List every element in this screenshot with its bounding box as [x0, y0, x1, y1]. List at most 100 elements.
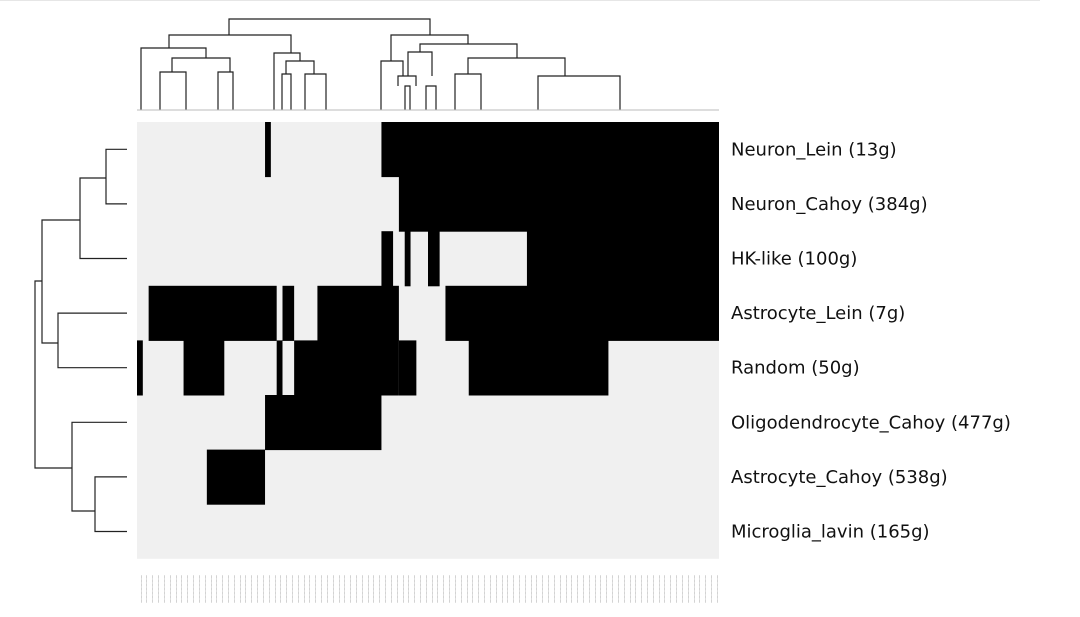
column-tick-label: ———————	[535, 575, 540, 603]
heatmap-cell-r4-3	[294, 340, 399, 396]
column-tick-label: ———————	[698, 575, 703, 603]
column-tick-label: ———————	[587, 575, 592, 603]
column-dendrogram-link	[537, 75, 621, 110]
column-tick-label: ———————	[430, 575, 435, 603]
heatmap-cells	[137, 122, 719, 559]
column-tick-label: ———————	[185, 575, 190, 603]
row-dendrogram-link	[79, 177, 127, 260]
column-tick-label: ———————	[715, 575, 720, 603]
column-tick-label: ———————	[517, 575, 522, 603]
column-tick-label: ———————	[180, 575, 185, 603]
column-dendrogram-link	[467, 57, 566, 76]
column-tick-label: ———————	[447, 575, 452, 603]
column-tick-label: ———————	[657, 575, 662, 603]
heatmap-cell-r2-0	[381, 231, 394, 287]
row-dendrogram-link	[41, 219, 80, 344]
column-tick-label: ———————	[488, 575, 493, 603]
column-tick-label: ———————	[383, 575, 388, 603]
heatmap-cell-r5-0	[265, 395, 382, 451]
heatmap-cell-r4-4	[398, 340, 417, 396]
column-tick-label: ———————	[599, 575, 604, 603]
column-tick-label: ———————	[622, 575, 627, 603]
column-tick-label: ———————	[331, 575, 336, 603]
column-dendrogram-link	[380, 60, 404, 110]
heatmap-cell-r3-2	[317, 285, 399, 341]
column-tick-label: ———————	[325, 575, 330, 603]
column-tick-label: ———————	[476, 575, 481, 603]
row-labels: Neuron_Lein (13g) Neuron_Cahoy (384g) HK-l…	[731, 139, 1011, 542]
column-tick-label: ———————	[593, 575, 598, 603]
column-dendrogram-link	[397, 75, 417, 86]
column-tick-label: ———————	[366, 575, 371, 603]
column-tick-label: ———————	[645, 575, 650, 603]
column-tick-label: ———————	[564, 575, 569, 603]
column-dendrogram-link	[425, 85, 437, 110]
heatmap-cell-r3-3	[445, 285, 719, 341]
column-tick-label: ———————	[354, 575, 359, 603]
heatmap-cell-r3-1	[282, 285, 295, 341]
column-tick-label: ———————	[558, 575, 563, 603]
column-tick-label: ———————	[273, 575, 278, 603]
column-tick-label: ———————	[156, 575, 161, 603]
column-tick-label: ———————	[436, 575, 441, 603]
column-dendrogram-link	[304, 73, 327, 110]
heatmap-cell-r0-0	[265, 122, 271, 178]
column-tick-label: ———————	[314, 575, 319, 603]
column-tick-label: ———————	[238, 575, 243, 603]
column-tick-label: ———————	[616, 575, 621, 603]
column-labels: ——————— ——————— ——————— ——————— ——————— —————…	[139, 575, 720, 603]
column-tick-label: ———————	[453, 575, 458, 603]
top-rule	[0, 0, 1040, 1]
heatmap-cell-r3-0	[148, 285, 277, 341]
column-tick-label: ———————	[506, 575, 511, 603]
row-label: Oligodendrocyte_Cahoy (477g)	[731, 412, 1011, 433]
heatmap-cell-r1-0	[398, 176, 719, 232]
column-tick-label: ———————	[232, 575, 237, 603]
column-tick-label: ———————	[407, 575, 412, 603]
heatmap-cell-r2-3	[526, 231, 719, 287]
row-label: Microglia_lavin (165g)	[731, 522, 930, 543]
column-tick-label: ———————	[372, 575, 377, 603]
column-tick-label: ———————	[395, 575, 400, 603]
column-tick-label: ———————	[709, 575, 714, 603]
column-tick-label: ———————	[459, 575, 464, 603]
column-dendrogram-link	[217, 71, 234, 110]
column-tick-label: ———————	[389, 575, 394, 603]
column-tick-label: ———————	[540, 575, 545, 603]
column-tick-label: ———————	[197, 575, 202, 603]
column-tick-label: ———————	[412, 575, 417, 603]
column-tick-label: ———————	[360, 575, 365, 603]
column-tick-label: ———————	[296, 575, 301, 603]
column-tick-label: ———————	[482, 575, 487, 603]
column-tick-label: ———————	[151, 575, 156, 603]
column-tick-label: ———————	[226, 575, 231, 603]
column-tick-label: ———————	[348, 575, 353, 603]
column-tick-label: ———————	[168, 575, 173, 603]
heatmap-cell-r2-1	[404, 231, 411, 287]
column-tick-label: ———————	[639, 575, 644, 603]
column-tick-label: ———————	[686, 575, 691, 603]
heatmap-cell-r6-0	[206, 449, 266, 505]
column-tick-label: ———————	[255, 575, 260, 603]
column-dendrogram	[137, 18, 719, 111]
column-tick-label: ———————	[442, 575, 447, 603]
column-tick-label: ———————	[279, 575, 284, 603]
column-dendrogram-link	[273, 52, 301, 110]
column-tick-label: ———————	[284, 575, 289, 603]
column-tick-label: ———————	[145, 575, 150, 603]
column-dendrogram-link	[140, 47, 207, 110]
row-label: Neuron_Cahoy (384g)	[731, 194, 928, 215]
column-tick-label: ———————	[605, 575, 610, 603]
row-label: Random (50g)	[731, 358, 860, 379]
column-tick-label: ———————	[220, 575, 225, 603]
column-dendrogram-link	[407, 51, 433, 76]
column-tick-label: ———————	[191, 575, 196, 603]
column-dendrogram-link	[404, 85, 411, 110]
column-dendrogram-link	[454, 73, 482, 110]
column-tick-label: ———————	[302, 575, 307, 603]
row-label: Neuron_Lein (13g)	[731, 139, 897, 160]
row-dendrogram-link	[71, 421, 127, 512]
column-tick-label: ———————	[703, 575, 708, 603]
column-tick-label: ———————	[651, 575, 656, 603]
heatmap-cell-r4-1	[183, 340, 225, 396]
